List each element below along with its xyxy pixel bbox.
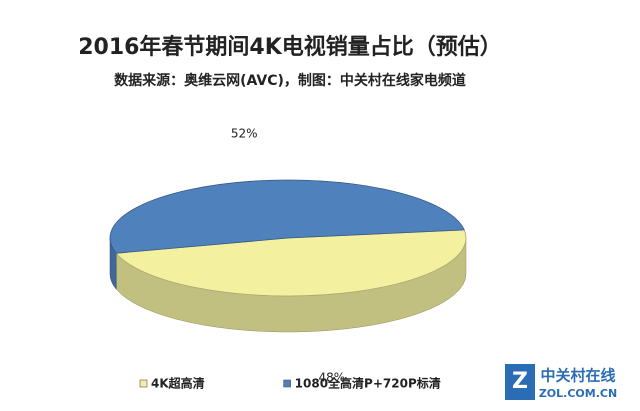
watermark: ZOL.COM.CN xyxy=(539,387,617,400)
data-label: 52% xyxy=(231,127,258,141)
legend-label: 4K超高清 xyxy=(151,376,205,391)
slice xyxy=(109,179,465,254)
watermark: 中关村在线 xyxy=(540,367,615,385)
chart-title: 2016年春节期间4K电视销量占比（预估） xyxy=(78,34,502,60)
legend-label: 1080全高清P+720P标清 xyxy=(295,376,441,391)
data-label: 48% xyxy=(318,370,345,384)
legend-swatch xyxy=(283,379,291,388)
watermark-logo-letter: Z xyxy=(512,369,528,394)
legend-swatch xyxy=(139,379,148,388)
chart-subtitle: 数据来源：奥维云网(AVC)，制图：中关村在线家电频道 xyxy=(114,72,466,89)
slice xyxy=(115,229,467,297)
watermark-logo xyxy=(505,364,535,400)
